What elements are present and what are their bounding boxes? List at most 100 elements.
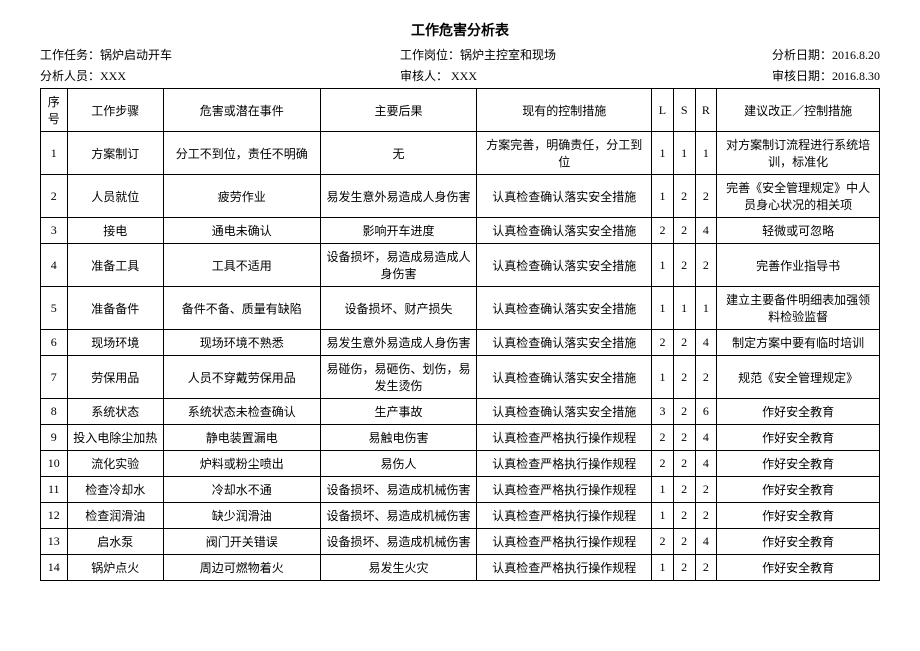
table-row: 8系统状态系统状态未检查确认生产事故认真检查确认落实安全措施326作好安全教育 bbox=[41, 399, 880, 425]
cell-seq: 8 bbox=[41, 399, 68, 425]
cell-seq: 11 bbox=[41, 477, 68, 503]
cell-step: 检查冷却水 bbox=[67, 477, 163, 503]
cell-consequence: 设备损坏，易造成易造成人身伤害 bbox=[320, 244, 477, 287]
cell-hazard: 现场环境不熟悉 bbox=[163, 330, 320, 356]
cell-step: 流化实验 bbox=[67, 451, 163, 477]
cell-s: 2 bbox=[673, 356, 695, 399]
hazard-analysis-table: 序号 工作步骤 危害或潜在事件 主要后果 现有的控制措施 L S R 建议改正／… bbox=[40, 88, 880, 581]
cell-consequence: 设备损坏、易造成机械伤害 bbox=[320, 503, 477, 529]
analysts-label: 分析人员： bbox=[40, 69, 100, 83]
cell-r: 4 bbox=[695, 529, 717, 555]
reviewer-label: 审核人： bbox=[400, 69, 448, 83]
cell-s: 2 bbox=[673, 503, 695, 529]
cell-suggest: 作好安全教育 bbox=[717, 399, 880, 425]
cell-control: 认真检查严格执行操作规程 bbox=[477, 477, 652, 503]
cell-seq: 9 bbox=[41, 425, 68, 451]
cell-control: 认真检查确认落实安全措施 bbox=[477, 399, 652, 425]
col-control: 现有的控制措施 bbox=[477, 89, 652, 132]
cell-consequence: 易发生火灾 bbox=[320, 555, 477, 581]
cell-consequence: 易伤人 bbox=[320, 451, 477, 477]
cell-r: 4 bbox=[695, 218, 717, 244]
cell-hazard: 冷却水不通 bbox=[163, 477, 320, 503]
cell-step: 检查润滑油 bbox=[67, 503, 163, 529]
table-row: 1方案制订分工不到位，责任不明确无方案完善，明确责任，分工到位111对方案制订流… bbox=[41, 132, 880, 175]
cell-hazard: 缺少润滑油 bbox=[163, 503, 320, 529]
cell-control: 认真检查严格执行操作规程 bbox=[477, 503, 652, 529]
cell-consequence: 设备损坏、财产损失 bbox=[320, 287, 477, 330]
cell-seq: 5 bbox=[41, 287, 68, 330]
meta-row-2: 分析人员：XXX 审核人： XXX 审核日期：2016.8.30 bbox=[40, 67, 880, 84]
cell-suggest: 建立主要备件明细表加强领料检验监督 bbox=[717, 287, 880, 330]
cell-control: 认真检查严格执行操作规程 bbox=[477, 555, 652, 581]
cell-consequence: 设备损坏、易造成机械伤害 bbox=[320, 477, 477, 503]
cell-seq: 4 bbox=[41, 244, 68, 287]
cell-control: 认真检查确认落实安全措施 bbox=[477, 175, 652, 218]
cell-s: 2 bbox=[673, 451, 695, 477]
doc-title: 工作危害分析表 bbox=[40, 20, 880, 40]
cell-consequence: 设备损坏、易造成机械伤害 bbox=[320, 529, 477, 555]
cell-hazard: 通电未确认 bbox=[163, 218, 320, 244]
cell-step: 准备工具 bbox=[67, 244, 163, 287]
cell-seq: 2 bbox=[41, 175, 68, 218]
cell-l: 1 bbox=[652, 175, 674, 218]
col-step: 工作步骤 bbox=[67, 89, 163, 132]
cell-r: 2 bbox=[695, 244, 717, 287]
cell-s: 1 bbox=[673, 132, 695, 175]
table-row: 7劳保用品人员不穿戴劳保用品易碰伤，易砸伤、划伤，易发生烫伤认真检查确认落实安全… bbox=[41, 356, 880, 399]
cell-l: 2 bbox=[652, 451, 674, 477]
analysis-date-value: 2016.8.20 bbox=[832, 48, 880, 62]
cell-s: 2 bbox=[673, 244, 695, 287]
col-s: S bbox=[673, 89, 695, 132]
cell-hazard: 人员不穿戴劳保用品 bbox=[163, 356, 320, 399]
cell-consequence: 易发生意外易造成人身伤害 bbox=[320, 175, 477, 218]
cell-step: 投入电除尘加热 bbox=[67, 425, 163, 451]
cell-l: 1 bbox=[652, 503, 674, 529]
cell-r: 4 bbox=[695, 330, 717, 356]
col-suggest: 建议改正／控制措施 bbox=[717, 89, 880, 132]
cell-s: 2 bbox=[673, 477, 695, 503]
cell-consequence: 易触电伤害 bbox=[320, 425, 477, 451]
post-label: 工作岗位： bbox=[400, 48, 460, 62]
cell-seq: 12 bbox=[41, 503, 68, 529]
cell-suggest: 作好安全教育 bbox=[717, 451, 880, 477]
cell-s: 2 bbox=[673, 425, 695, 451]
cell-seq: 1 bbox=[41, 132, 68, 175]
cell-step: 准备备件 bbox=[67, 287, 163, 330]
task-field: 工作任务：锅炉启动开车 bbox=[40, 46, 280, 63]
cell-suggest: 规范《安全管理规定》 bbox=[717, 356, 880, 399]
cell-control: 认真检查确认落实安全措施 bbox=[477, 330, 652, 356]
cell-step: 现场环境 bbox=[67, 330, 163, 356]
cell-step: 接电 bbox=[67, 218, 163, 244]
cell-control: 认真检查确认落实安全措施 bbox=[477, 287, 652, 330]
cell-seq: 14 bbox=[41, 555, 68, 581]
task-value: 锅炉启动开车 bbox=[100, 48, 172, 62]
cell-l: 1 bbox=[652, 244, 674, 287]
cell-l: 2 bbox=[652, 218, 674, 244]
cell-l: 1 bbox=[652, 477, 674, 503]
cell-s: 2 bbox=[673, 529, 695, 555]
table-row: 10流化实验炉料或粉尘喷出易伤人认真检查严格执行操作规程224作好安全教育 bbox=[41, 451, 880, 477]
cell-seq: 6 bbox=[41, 330, 68, 356]
cell-l: 1 bbox=[652, 555, 674, 581]
table-row: 4准备工具工具不适用设备损坏，易造成易造成人身伤害认真检查确认落实安全措施122… bbox=[41, 244, 880, 287]
cell-suggest: 制定方案中要有临时培训 bbox=[717, 330, 880, 356]
cell-l: 3 bbox=[652, 399, 674, 425]
cell-hazard: 周边可燃物着火 bbox=[163, 555, 320, 581]
col-l: L bbox=[652, 89, 674, 132]
cell-consequence: 易发生意外易造成人身伤害 bbox=[320, 330, 477, 356]
cell-hazard: 备件不备、质量有缺陷 bbox=[163, 287, 320, 330]
reviewer-field: 审核人： XXX bbox=[280, 67, 640, 84]
cell-s: 2 bbox=[673, 175, 695, 218]
col-r: R bbox=[695, 89, 717, 132]
cell-l: 1 bbox=[652, 132, 674, 175]
cell-l: 2 bbox=[652, 330, 674, 356]
cell-control: 方案完善，明确责任，分工到位 bbox=[477, 132, 652, 175]
meta-row-1: 工作任务：锅炉启动开车 工作岗位：锅炉主控室和现场 分析日期：2016.8.20 bbox=[40, 46, 880, 63]
table-row: 5准备备件备件不备、质量有缺陷设备损坏、财产损失认真检查确认落实安全措施111建… bbox=[41, 287, 880, 330]
cell-r: 1 bbox=[695, 132, 717, 175]
cell-control: 认真检查严格执行操作规程 bbox=[477, 425, 652, 451]
post-value: 锅炉主控室和现场 bbox=[460, 48, 556, 62]
cell-step: 方案制订 bbox=[67, 132, 163, 175]
table-row: 3接电通电未确认影响开车进度认真检查确认落实安全措施224轻微或可忽略 bbox=[41, 218, 880, 244]
cell-suggest: 完善作业指导书 bbox=[717, 244, 880, 287]
